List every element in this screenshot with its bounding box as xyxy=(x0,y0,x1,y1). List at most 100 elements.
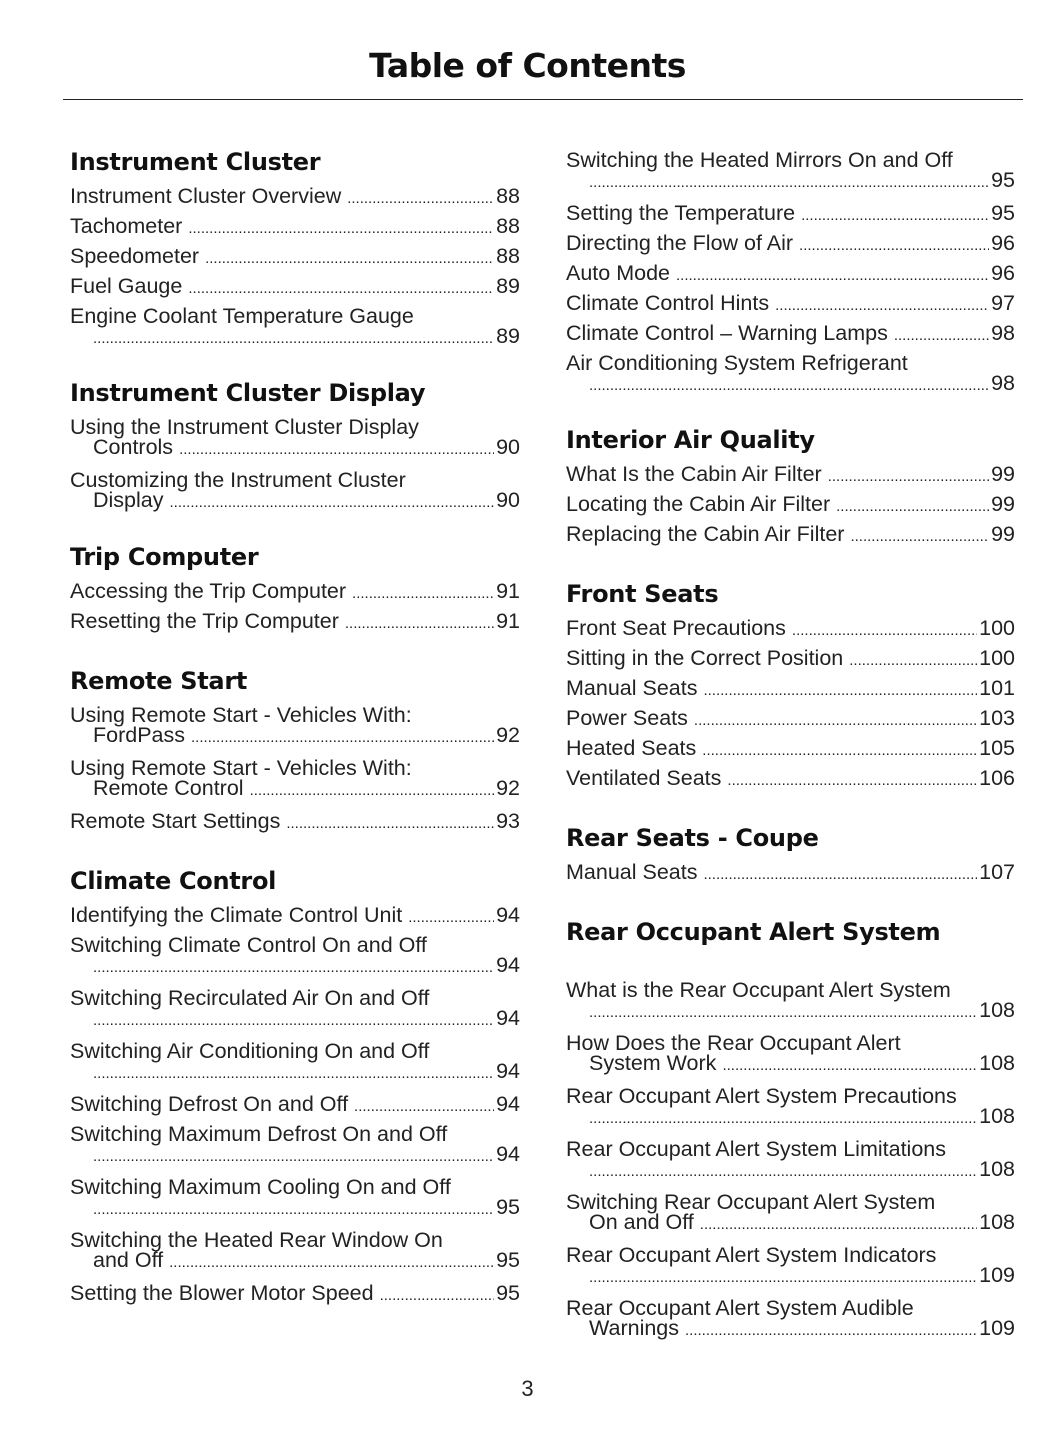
toc-entry-title[interactable]: Setting the Temperature xyxy=(566,201,796,225)
toc-entry-title[interactable]: Identifying the Climate Control Unit xyxy=(70,903,403,927)
toc-entry-title[interactable]: Rear Occupant Alert System Precautions xyxy=(566,1084,957,1108)
toc-entry[interactable]: Auto Mode 96 xyxy=(566,258,1015,288)
toc-entry-title[interactable]: Engine Coolant Temperature Gauge xyxy=(70,304,414,328)
toc-page-number[interactable]: 94 xyxy=(496,903,520,927)
toc-entry[interactable]: Switching Maximum Defrost On and Off 94 xyxy=(70,1119,520,1166)
toc-entry[interactable]: Engine Coolant Temperature Gauge 89 xyxy=(70,301,520,348)
toc-entry-title[interactable]: Switching Maximum Defrost On and Off xyxy=(70,1122,448,1146)
toc-entry-title[interactable]: Switching the Heated Mirrors On and Off xyxy=(566,148,953,172)
toc-entry-title[interactable]: Auto Mode xyxy=(566,261,670,285)
toc-entry[interactable]: Climate Control – Warning Lamps 98 xyxy=(566,318,1015,348)
toc-page-number[interactable]: 100 xyxy=(979,646,1015,670)
toc-entry-title[interactable]: Switching Recirculated Air On and Off xyxy=(70,986,430,1010)
toc-entry-title[interactable]: Air Conditioning System Refrigerant xyxy=(566,351,908,375)
toc-page-number[interactable]: 93 xyxy=(496,809,520,833)
toc-entry-title[interactable]: Replacing the Cabin Air Filter xyxy=(566,522,845,546)
toc-entry-title[interactable]: Instrument Cluster Overview xyxy=(70,184,342,208)
toc-page-number[interactable]: 98 xyxy=(991,321,1015,345)
toc-page-number[interactable]: 94 xyxy=(496,953,520,977)
toc-entry[interactable]: Climate Control Hints 97 xyxy=(566,288,1015,318)
toc-page-number[interactable]: 99 xyxy=(991,492,1015,516)
toc-entry-title[interactable]: Switching Climate Control On and Off xyxy=(70,933,427,957)
toc-entry[interactable]: Rear Occupant Alert System Audible Warnin… xyxy=(566,1293,1015,1340)
toc-entry-title[interactable]: Rear Occupant Alert System Limitations xyxy=(566,1137,946,1161)
toc-entry[interactable]: Switching Defrost On and Off 94 xyxy=(70,1089,520,1119)
toc-entry[interactable]: Locating the Cabin Air Filter 99 xyxy=(566,489,1015,519)
toc-entry-title-continued[interactable]: Controls xyxy=(93,435,174,459)
toc-page-number[interactable]: 88 xyxy=(496,214,520,238)
toc-entry[interactable]: Tachometer 88 xyxy=(70,211,520,241)
toc-page-number[interactable]: 98 xyxy=(991,371,1015,395)
toc-page-number[interactable]: 108 xyxy=(979,1210,1015,1234)
toc-page-number[interactable]: 109 xyxy=(979,1316,1015,1340)
toc-entry[interactable]: Rear Occupant Alert System Indicators 109 xyxy=(566,1240,1015,1287)
toc-page-number[interactable]: 94 xyxy=(496,1092,520,1116)
toc-entry-title-continued[interactable]: FordPass xyxy=(93,723,186,747)
toc-entry-title[interactable]: Sitting in the Correct Position xyxy=(566,646,844,670)
toc-entry-title-continued[interactable]: and Off xyxy=(93,1248,164,1272)
toc-page-number[interactable]: 94 xyxy=(496,1006,520,1030)
toc-page-number[interactable]: 108 xyxy=(979,1157,1015,1181)
toc-entry-title[interactable]: Climate Control Hints xyxy=(566,291,770,315)
toc-entry-title[interactable]: Using Remote Start - Vehicles With: xyxy=(70,756,412,780)
toc-page-number[interactable]: 108 xyxy=(979,998,1015,1022)
toc-entry[interactable]: Speedometer 88 xyxy=(70,241,520,271)
toc-page-number[interactable]: 90 xyxy=(496,488,520,512)
toc-page-number[interactable]: 99 xyxy=(991,462,1015,486)
toc-page-number[interactable]: 91 xyxy=(496,579,520,603)
toc-entry[interactable]: Setting the Temperature 95 xyxy=(566,198,1015,228)
toc-entry[interactable]: Customizing the Instrument Cluster Displa… xyxy=(70,465,520,512)
toc-entry[interactable]: Switching Climate Control On and Off 94 xyxy=(70,930,520,977)
toc-page-number[interactable]: 106 xyxy=(979,766,1015,790)
toc-entry-title-continued[interactable]: On and Off xyxy=(589,1210,694,1234)
toc-entry-title[interactable]: Using the Instrument Cluster Display xyxy=(70,415,419,439)
toc-entry-title-continued[interactable]: System Work xyxy=(589,1051,717,1075)
toc-entry[interactable]: Accessing the Trip Computer 91 xyxy=(70,576,520,606)
toc-entry-title[interactable]: Accessing the Trip Computer xyxy=(70,579,347,603)
toc-page-number[interactable]: 95 xyxy=(496,1248,520,1272)
toc-page-number[interactable]: 108 xyxy=(979,1104,1015,1128)
toc-entry-title[interactable]: Rear Occupant Alert System Indicators xyxy=(566,1243,937,1267)
toc-page-number[interactable]: 89 xyxy=(496,324,520,348)
toc-page-number[interactable]: 88 xyxy=(496,244,520,268)
toc-page-number[interactable]: 92 xyxy=(496,723,520,747)
toc-entry[interactable]: Identifying the Climate Control Unit 94 xyxy=(70,900,520,930)
toc-page-number[interactable]: 88 xyxy=(496,184,520,208)
toc-entry-title-continued[interactable]: Warnings xyxy=(589,1316,680,1340)
toc-entry[interactable]: Switching Maximum Cooling On and Off 95 xyxy=(70,1172,520,1219)
toc-entry-title[interactable]: Ventilated Seats xyxy=(566,766,722,790)
toc-entry[interactable]: Switching Air Conditioning On and Off 94 xyxy=(70,1036,520,1083)
toc-page-number[interactable]: 95 xyxy=(991,168,1015,192)
toc-entry[interactable]: Directing the Flow of Air 96 xyxy=(566,228,1015,258)
toc-entry-title[interactable]: Customizing the Instrument Cluster xyxy=(70,468,406,492)
toc-entry[interactable]: Front Seat Precautions 100 xyxy=(566,613,1015,643)
toc-entry-title[interactable]: Setting the Blower Motor Speed xyxy=(70,1281,374,1305)
toc-entry[interactable]: Switching Recirculated Air On and Off 94 xyxy=(70,983,520,1030)
toc-entry-title[interactable]: Switching Maximum Cooling On and Off xyxy=(70,1175,451,1199)
toc-entry[interactable]: Using the Instrument Cluster Display Cont… xyxy=(70,412,520,459)
toc-entry[interactable]: What is the Rear Occupant Alert System 10… xyxy=(566,975,1015,1022)
toc-page-number[interactable]: 103 xyxy=(979,706,1015,730)
toc-entry-title[interactable]: How Does the Rear Occupant Alert xyxy=(566,1031,901,1055)
toc-entry[interactable]: Rear Occupant Alert System Limitations 10… xyxy=(566,1134,1015,1181)
toc-page-number[interactable]: 94 xyxy=(496,1059,520,1083)
toc-page-number[interactable]: 96 xyxy=(991,261,1015,285)
toc-entry[interactable]: Rear Occupant Alert System Precautions 10… xyxy=(566,1081,1015,1128)
toc-entry-title[interactable]: Rear Occupant Alert System Audible xyxy=(566,1296,914,1320)
toc-page-number[interactable]: 99 xyxy=(991,522,1015,546)
toc-entry-title[interactable]: Remote Start Settings xyxy=(70,809,281,833)
toc-entry[interactable]: Replacing the Cabin Air Filter 99 xyxy=(566,519,1015,549)
toc-entry-title[interactable]: What Is the Cabin Air Filter xyxy=(566,462,822,486)
toc-entry[interactable]: Air Conditioning System Refrigerant 98 xyxy=(566,348,1015,395)
toc-page-number[interactable]: 105 xyxy=(979,736,1015,760)
toc-entry-title[interactable]: Tachometer xyxy=(70,214,183,238)
toc-entry-title[interactable]: Using Remote Start - Vehicles With: xyxy=(70,703,412,727)
toc-page-number[interactable]: 100 xyxy=(979,616,1015,640)
toc-entry-title[interactable]: Manual Seats xyxy=(566,860,698,884)
toc-page-number[interactable]: 89 xyxy=(496,274,520,298)
toc-entry[interactable]: What Is the Cabin Air Filter 99 xyxy=(566,459,1015,489)
toc-entry-title[interactable]: Climate Control – Warning Lamps xyxy=(566,321,888,345)
toc-entry[interactable]: Using Remote Start - Vehicles With: FordP… xyxy=(70,700,520,747)
toc-entry[interactable]: Power Seats 103 xyxy=(566,703,1015,733)
toc-entry-title-continued[interactable]: Display xyxy=(93,488,164,512)
